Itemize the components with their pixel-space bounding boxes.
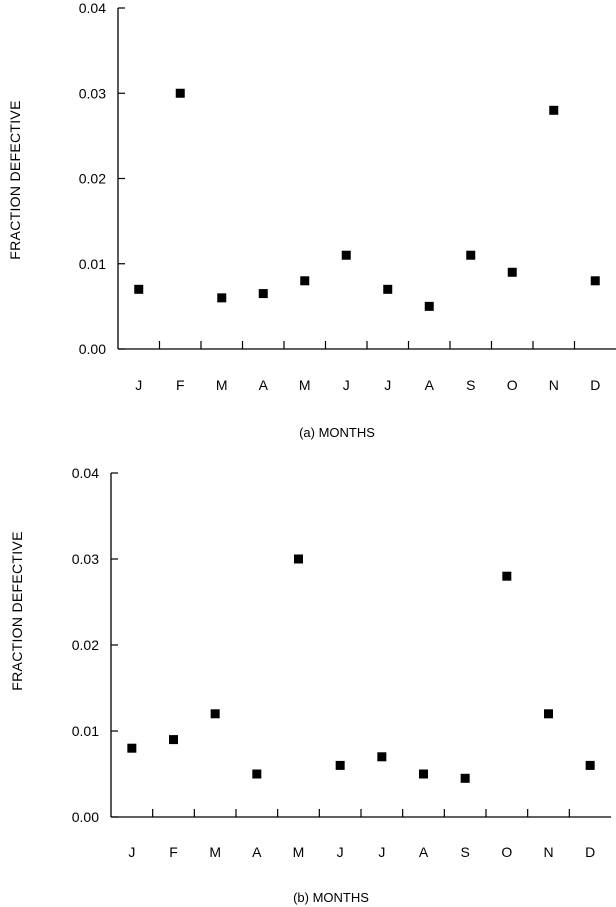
y-axis-label: FRACTION DEFECTIVE [9,531,25,690]
data-point [377,752,387,762]
data-point [502,571,512,581]
x-tick-label: J [135,377,142,393]
chart-b: FRACTION DEFECTIVE (b) MONTHS 0.00 0.01 0.… [9,465,611,905]
chart-a: FRACTION DEFECTIVE (a) MONTHS 0.00 0.01 0.… [7,0,616,440]
y-tick-label: 0.03 [72,551,99,567]
x-tick-label: D [590,377,600,393]
data-point [585,760,595,770]
x-tick-label: M [299,377,311,393]
data-point [590,276,600,286]
data-point [127,743,137,753]
x-tick-label: M [216,377,228,393]
x-tick-label: A [425,377,435,393]
data-point [175,88,185,98]
x-tick-label: O [507,377,518,393]
data-point [134,284,144,294]
data-point [549,105,559,115]
y-tick-label: 0.02 [72,637,99,653]
data-point [335,760,345,770]
x-tick-label: D [585,844,595,860]
data-point [169,735,178,745]
data-point [383,284,393,294]
x-tick-label: J [384,377,391,393]
data-point [258,289,268,299]
x-tick-label: N [543,844,553,860]
data-point [419,769,428,779]
data-point [507,267,517,277]
data-point [466,250,476,260]
x-tick-label: M [293,844,305,860]
x-tick-label: O [501,844,512,860]
y-tick-label: 0.00 [79,341,106,357]
data-point [341,250,351,260]
y-tick-label: 0.04 [79,0,106,16]
x-tick-label: J [343,377,350,393]
x-tick-label: J [128,844,135,860]
x-tick-label: N [549,377,559,393]
x-tick-label: A [259,377,269,393]
x-tick-label: M [209,844,221,860]
data-point [424,301,434,311]
data-point [294,554,303,564]
data-point [252,769,262,779]
data-point [217,293,227,303]
x-tick-label: A [252,844,262,860]
y-tick-label: 0.01 [72,723,99,739]
data-point [300,276,310,286]
x-tick-label: S [466,377,475,393]
x-tick-label: F [169,844,178,860]
y-tick-label: 0.03 [79,85,106,101]
y-tick-label: 0.02 [79,171,106,187]
x-tick-label: S [460,844,469,860]
x-tick-label: A [419,844,429,860]
y-axis-label: FRACTION DEFECTIVE [7,100,23,259]
y-tick-label: 0.04 [72,465,99,481]
x-tick-label: F [176,377,185,393]
data-point [460,773,470,783]
y-tick-label: 0.01 [79,256,106,272]
x-axis-label: (a) MONTHS [299,425,375,440]
data-point [544,709,553,719]
y-tick-label: 0.00 [72,809,99,825]
x-tick-label: J [337,844,344,860]
x-axis-label: (b) MONTHS [293,890,369,905]
data-point [210,709,220,719]
x-tick-label: J [378,844,385,860]
